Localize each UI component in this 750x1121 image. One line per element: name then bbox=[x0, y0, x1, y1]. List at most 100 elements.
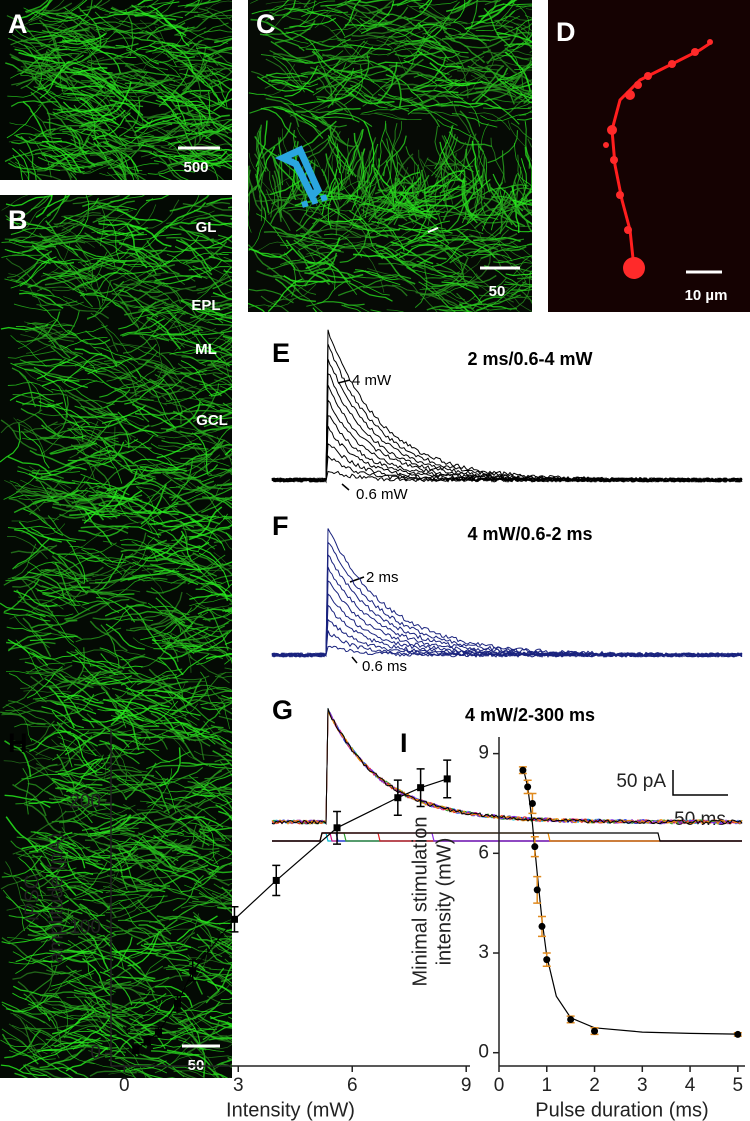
fiber bbox=[146, 577, 191, 594]
fiber bbox=[57, 553, 104, 563]
fiber bbox=[146, 0, 159, 9]
fiber bbox=[35, 963, 54, 1007]
fiber bbox=[37, 87, 83, 101]
fiber bbox=[54, 222, 102, 233]
fiber bbox=[272, 56, 305, 93]
fiber bbox=[95, 553, 134, 581]
fiber bbox=[207, 57, 232, 73]
fiber bbox=[1, 195, 29, 211]
fiber bbox=[442, 157, 477, 192]
fiber bbox=[96, 426, 116, 468]
fiber bbox=[162, 472, 206, 492]
fiber bbox=[187, 554, 226, 585]
fiber bbox=[163, 11, 210, 30]
fiber bbox=[450, 0, 473, 14]
fiber bbox=[83, 481, 130, 496]
fiber bbox=[118, 364, 160, 389]
fiber bbox=[179, 454, 221, 481]
fiber bbox=[420, 169, 432, 217]
fiber bbox=[181, 356, 229, 365]
fiber bbox=[81, 813, 128, 832]
fiber bbox=[517, 97, 532, 104]
fiber bbox=[7, 1007, 52, 1028]
fiber bbox=[202, 496, 232, 506]
fiber bbox=[149, 272, 196, 282]
fiber bbox=[89, 46, 137, 59]
fiber bbox=[201, 690, 232, 697]
fiber bbox=[456, 292, 477, 312]
fiber bbox=[20, 39, 68, 51]
fiber bbox=[216, 687, 232, 693]
fiber bbox=[353, 252, 401, 259]
fiber bbox=[512, 2, 530, 43]
fiber bbox=[273, 274, 317, 295]
fiber bbox=[27, 268, 72, 289]
fiber bbox=[80, 75, 129, 82]
fiber bbox=[58, 1004, 106, 1011]
y-axis-label: IPSC bbox=[21, 875, 43, 922]
fiber bbox=[399, 251, 447, 260]
fiber bbox=[382, 66, 402, 107]
fiber bbox=[197, 862, 232, 884]
fiber bbox=[5, 861, 26, 906]
fiber bbox=[0, 324, 49, 331]
fiber bbox=[163, 49, 212, 56]
fiber bbox=[7, 456, 52, 476]
fiber bbox=[107, 140, 146, 170]
point bbox=[394, 794, 402, 802]
fiber bbox=[79, 446, 102, 489]
fiber bbox=[51, 380, 98, 392]
fiber bbox=[509, 82, 532, 93]
fiber bbox=[196, 485, 232, 509]
fiber bbox=[124, 204, 157, 241]
fiber bbox=[166, 1049, 212, 1067]
fiber bbox=[169, 303, 209, 329]
fiber bbox=[144, 719, 192, 728]
fiber bbox=[66, 158, 114, 171]
fiber bbox=[174, 719, 216, 745]
fiber bbox=[124, 439, 163, 470]
fiber bbox=[514, 142, 528, 189]
fiber bbox=[358, 0, 393, 4]
fiber bbox=[490, 185, 504, 231]
fiber bbox=[368, 0, 396, 14]
fiber bbox=[20, 22, 64, 43]
fiber bbox=[100, 984, 148, 990]
fiber bbox=[177, 0, 201, 7]
fiber bbox=[59, 344, 98, 374]
fiber bbox=[314, 0, 348, 29]
fiber bbox=[337, 191, 380, 214]
fiber bbox=[162, 674, 210, 681]
fiber bbox=[505, 299, 521, 312]
fiber bbox=[26, 666, 63, 699]
fiber bbox=[63, 530, 103, 559]
fiber bbox=[19, 149, 61, 172]
fiber bbox=[164, 794, 213, 800]
fiber bbox=[16, 330, 63, 343]
fiber bbox=[341, 129, 363, 174]
fiber bbox=[131, 398, 178, 415]
fiber bbox=[493, 174, 518, 217]
fiber bbox=[191, 307, 232, 316]
fiber bbox=[39, 60, 70, 99]
fiber bbox=[39, 568, 85, 585]
fiber bbox=[227, 882, 232, 886]
fiber bbox=[153, 10, 199, 25]
fiber bbox=[413, 269, 460, 277]
fiber bbox=[165, 948, 208, 970]
fiber bbox=[327, 67, 355, 109]
scale-label: 500 bbox=[183, 159, 208, 176]
fiber bbox=[329, 77, 374, 97]
fiber bbox=[110, 257, 157, 268]
fiber bbox=[248, 302, 266, 312]
fiber bbox=[34, 865, 63, 905]
fiber bbox=[87, 441, 125, 466]
fiber bbox=[367, 268, 413, 286]
fiber bbox=[36, 286, 84, 293]
fiber bbox=[124, 821, 169, 838]
fiber bbox=[220, 325, 232, 333]
fiber bbox=[91, 8, 138, 21]
fiber bbox=[168, 653, 210, 680]
fiber bbox=[425, 141, 467, 167]
fiber bbox=[513, 79, 532, 88]
